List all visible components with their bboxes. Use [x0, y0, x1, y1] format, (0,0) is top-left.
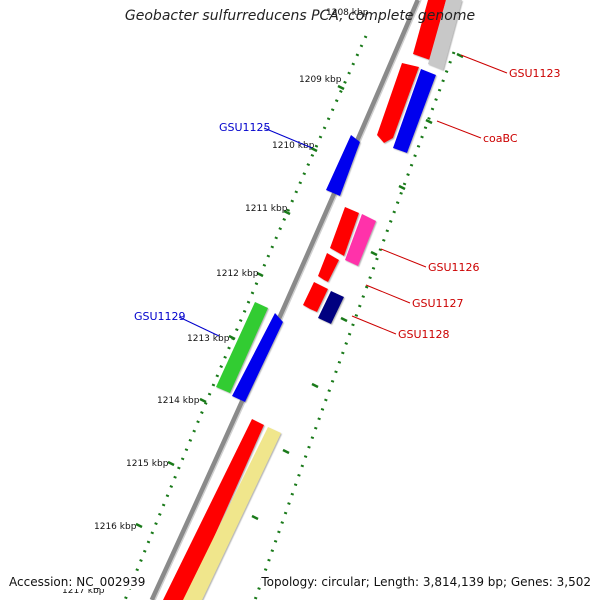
genome-summary-text: Topology: circular; Length: 3,814,139 bp… [261, 575, 591, 589]
gene-red-long[interactable] [163, 419, 264, 600]
outer-dotted-ruler [123, 35, 368, 600]
gene-gsu1129[interactable] [216, 302, 268, 393]
leader-coabc [436, 120, 482, 139]
tick-marks [135, 52, 464, 529]
tick-label-1214: 1214 kbp [157, 396, 200, 406]
map-title: Geobacter sulfurreducens PCA, complete g… [124, 8, 476, 24]
tick-label-1209: 1209 kbp [299, 75, 342, 85]
gene-label-gsu1128[interactable]: GSU1128 [398, 328, 450, 341]
gene-blue-lower[interactable] [232, 313, 283, 402]
gene-label-gsu1127[interactable]: GSU1127 [412, 297, 464, 310]
tick-label-1216: 1216 kbp [94, 522, 137, 532]
gene-gsu1127[interactable] [318, 253, 339, 282]
gene-khaki-long[interactable] [183, 427, 281, 600]
leader-gsu1123 [460, 54, 508, 74]
gene-gsu1123[interactable] [428, 0, 462, 70]
gene-label-gsu1125[interactable]: GSU1125 [219, 121, 271, 134]
accession-text: Accession: NC_002939 [9, 575, 146, 589]
tick-label-1211: 1211 kbp [245, 204, 288, 214]
genome-backbone [149, 0, 421, 600]
tick-label-1212: 1212 kbp [216, 269, 259, 279]
gene-gsu1128[interactable] [318, 291, 344, 324]
genome-backbone-highlight [154, 0, 422, 600]
leader-gsu1125 [263, 127, 313, 149]
leader-gsu1126 [380, 248, 427, 268]
tick-label-1213: 1213 kbp [187, 334, 230, 344]
gene-label-gsu1126[interactable]: GSU1126 [428, 261, 480, 274]
gene-red-upper[interactable] [377, 63, 419, 143]
gene-gsu1125[interactable] [326, 135, 360, 196]
gene-red-small[interactable] [303, 282, 328, 312]
gene-label-gsu1129[interactable]: GSU1129 [134, 310, 186, 323]
tick-label-1217: 1217 kbp [62, 586, 105, 596]
leader-gsu1127 [365, 284, 411, 304]
inner-dotted-ruler [253, 51, 456, 600]
gene-gsu1126[interactable] [345, 214, 376, 266]
leader-gsu1129 [178, 316, 220, 337]
gene-red-mid[interactable] [330, 207, 359, 256]
gene-coabc[interactable] [393, 69, 436, 153]
gene-features [163, 0, 462, 600]
leader-gsu1128 [351, 315, 397, 335]
gene-label-coabc[interactable]: coaBC [483, 132, 518, 145]
tick-label-1210: 1210 kbp [272, 141, 315, 151]
tick-label-1208: 1208 kbp [326, 8, 369, 18]
gene-label-gsu1123[interactable]: GSU1123 [509, 67, 561, 80]
gene-gsu1122[interactable] [413, 0, 446, 60]
tick-label-1215: 1215 kbp [126, 459, 169, 469]
